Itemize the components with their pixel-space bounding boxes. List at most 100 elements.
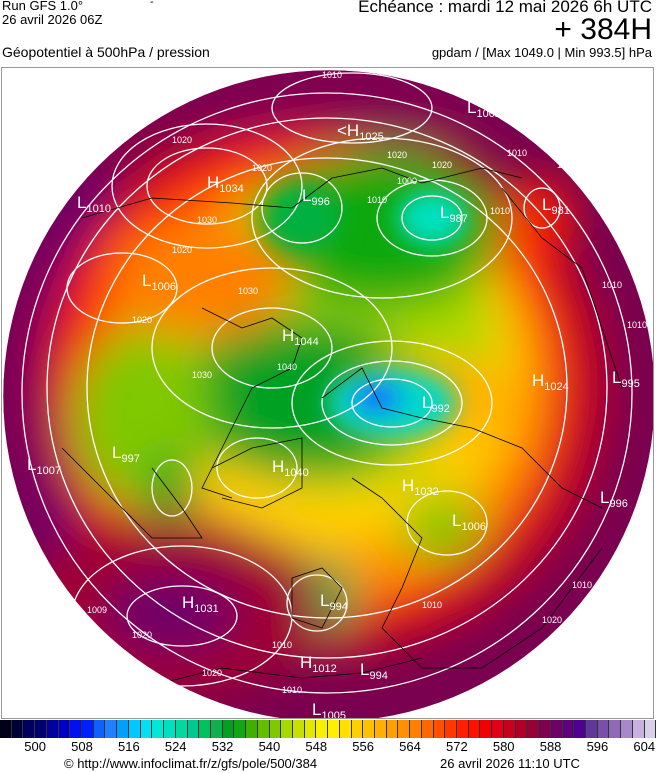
pressure-center-high: H1024	[532, 371, 569, 393]
pressure-center-high: H1044	[282, 326, 319, 348]
colorbar-tick: 604	[633, 739, 656, 754]
pressure-center-low: L1005	[312, 700, 346, 719]
colorbar-cell	[480, 720, 493, 738]
contour-label: 1010	[572, 580, 592, 590]
colorbar-cell	[375, 720, 387, 738]
colorbar-cell	[269, 720, 282, 738]
colorbar-cell	[585, 720, 598, 738]
pressure-center-high: <H1025	[337, 121, 384, 143]
contour-label: 1020	[432, 160, 452, 170]
colorbar-tick: 508	[71, 739, 93, 754]
polar-map: H1034 L1010 <H1025 L1002 L996 L987 L981 L1006 H1…	[2, 69, 653, 719]
colorbar-cell	[187, 720, 200, 738]
colorbar-tick: 556	[352, 739, 374, 754]
lead-time: + 384H	[554, 13, 652, 46]
colorbar-cell	[292, 720, 305, 738]
colorbar-cell	[328, 720, 340, 738]
pressure-center-low: L987	[440, 203, 468, 225]
colorbar-tick: 548	[305, 739, 328, 754]
colorbar-cell	[46, 720, 59, 738]
colorbar-cell	[550, 720, 563, 738]
colorbar-cell	[222, 720, 235, 738]
contour-label: 1030	[192, 370, 212, 380]
colorbar-cell	[539, 720, 551, 738]
colorbar-cell	[234, 720, 247, 738]
colorbar-tick: 524	[164, 739, 187, 754]
run-model: Run GFS 1.0°	[2, 0, 84, 13]
colorbar-cell	[316, 720, 329, 738]
colorbar-cell	[445, 720, 458, 738]
contour-label: 1030	[238, 286, 258, 296]
contour-label: 1020	[202, 668, 222, 678]
contour-label: 1040	[277, 362, 297, 372]
contour-label: 1010	[272, 640, 292, 650]
pressure-center-low: L1010	[77, 193, 111, 215]
pressure-center-low: L1006	[142, 271, 176, 293]
colorbar-tick: 532	[211, 739, 234, 754]
colorbar-cell	[410, 720, 422, 738]
colorbar-cell	[152, 720, 165, 738]
contour-label: 1010	[507, 148, 527, 158]
contour-label: 1020	[252, 163, 272, 173]
contour-label: 1020	[557, 160, 577, 170]
pressure-center-high: H1012	[300, 653, 337, 675]
colorbar-tick: 564	[399, 739, 421, 754]
copyright-url[interactable]: © http://www.infoclimat.fr/z/gfs/pole/50…	[64, 756, 318, 771]
header-dash: -	[150, 0, 154, 8]
contour-label: 1009	[87, 605, 107, 615]
colorbar-tick: 580	[492, 739, 515, 754]
pressure-center-low: L995	[612, 368, 640, 390]
colorbar-cell	[644, 720, 656, 738]
contour-label: 1030	[197, 215, 217, 225]
forecast-valid-time: Echéance : mardi 12 mai 2026 6h UTC	[358, 0, 652, 16]
pressure-center-low: L992	[422, 393, 450, 415]
colorbar	[0, 720, 656, 738]
colorbar-cell	[0, 720, 12, 738]
colorbar-tick: 500	[24, 739, 46, 754]
colorbar-cell	[457, 720, 469, 738]
colorbar-cell	[246, 720, 258, 738]
colorbar-cell	[105, 720, 118, 738]
colorbar-cell	[23, 720, 36, 738]
pressure-center-high: H1031	[182, 593, 219, 615]
colorbar-cell	[398, 720, 411, 738]
contour-label: 1020	[132, 630, 152, 640]
colorbar-cell	[351, 720, 364, 738]
colorbar-cell	[515, 720, 528, 738]
colorbar-cell	[609, 720, 622, 738]
colorbar-cell	[11, 720, 24, 738]
run-date: 26 avril 2026 06Z	[2, 12, 103, 27]
contour-label: 1020	[132, 315, 152, 325]
colorbar-cell	[433, 720, 446, 738]
pressure-center-high: H1034	[207, 173, 244, 195]
colorbar-cell	[632, 720, 645, 738]
contour-label: 1000	[397, 176, 417, 186]
colorbar-cell	[363, 720, 375, 738]
pressure-center-high: H1040	[272, 457, 309, 479]
colorbar-cell	[35, 720, 47, 738]
colorbar-tick: 516	[117, 739, 140, 754]
colorbar-cell	[164, 720, 176, 738]
colorbar-tick: 540	[258, 739, 281, 754]
pressure-center-low: L994	[320, 591, 348, 613]
colorbar-cell	[199, 720, 211, 738]
colorbar-cell	[210, 720, 223, 738]
colorbar-cell	[562, 720, 575, 738]
colorbar-tick: 588	[539, 739, 562, 754]
contour-value-labels: 1010 1020 1020 1030 1020 1020 1030 1030 1040 1020…	[87, 70, 647, 695]
colorbar-cell	[527, 720, 540, 738]
pressure-center-low: L1002	[467, 98, 501, 120]
colorbar-cell	[421, 720, 434, 738]
colorbar-cell	[597, 720, 610, 738]
contour-label: 1010	[627, 320, 647, 330]
pressure-center-low: L1006	[452, 511, 486, 533]
contour-label: 1010	[602, 280, 622, 290]
pressure-center-low: L996	[600, 488, 628, 510]
colorbar-cell	[281, 720, 293, 738]
colorbar-cell	[70, 720, 83, 738]
colorbar-cell	[304, 720, 317, 738]
colorbar-cell	[574, 720, 586, 738]
isobar-contours	[21, 72, 633, 694]
map-frame: H1034 L1010 <H1025 L1002 L996 L987 L981 L1006 H1…	[1, 67, 654, 719]
colorbar-cell	[175, 720, 188, 738]
